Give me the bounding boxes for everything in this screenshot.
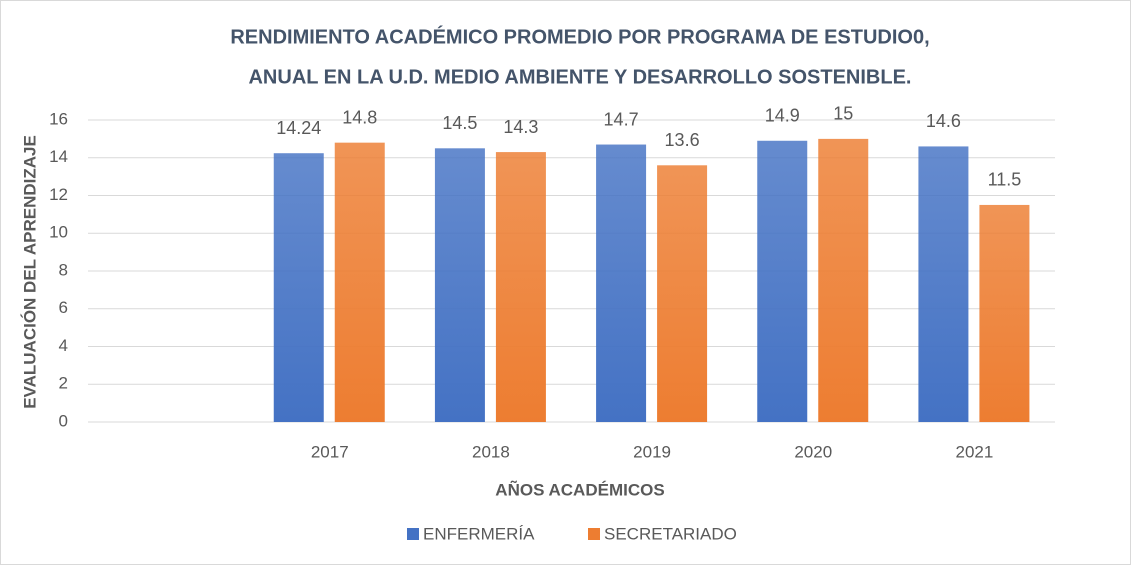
data-label: 15 (833, 104, 853, 124)
bar (273, 153, 324, 422)
x-axis-title: AÑOS ACADÉMICOS (495, 479, 664, 499)
data-label: 14.9 (765, 106, 800, 126)
bar (979, 204, 1030, 422)
chart-title: RENDIMIENTO ACADÉMICO PROMEDIO POR PROGR… (230, 25, 929, 48)
x-tick-label: 2017 (311, 442, 349, 461)
y-tick-label: 8 (59, 260, 68, 279)
y-tick-label: 0 (59, 411, 68, 430)
data-label: 14.8 (342, 107, 377, 127)
x-tick-label: 2019 (633, 442, 671, 461)
bar (757, 140, 808, 422)
y-tick-label: 12 (49, 185, 68, 204)
bar (596, 144, 647, 422)
x-tick-label: 2020 (794, 442, 832, 461)
y-tick-label: 14 (49, 147, 68, 166)
y-tick-label: 16 (49, 109, 68, 128)
data-label: 14.5 (442, 113, 477, 133)
bar (657, 165, 708, 423)
legend-swatch (407, 528, 419, 540)
data-label: 14.3 (503, 117, 538, 137)
y-tick-label: 2 (59, 374, 68, 393)
bar (918, 146, 969, 423)
chart-title: ANUAL EN LA U.D. MEDIO AMBIENTE Y DESARR… (248, 66, 911, 88)
y-tick-label: 6 (59, 298, 68, 317)
data-label: 14.24 (276, 118, 321, 138)
legend-label: ENFERMERÍA (423, 524, 535, 543)
bar (334, 142, 385, 422)
data-label: 14.6 (926, 111, 961, 131)
bar (495, 152, 546, 422)
x-tick-label: 2021 (956, 442, 994, 461)
y-axis-title: EVALUACIÓN DEL APRENDIZAJE (20, 135, 39, 409)
data-label: 13.6 (665, 130, 700, 150)
y-tick-label: 10 (49, 223, 68, 242)
x-tick-label: 2018 (472, 442, 510, 461)
data-label: 14.7 (604, 109, 639, 129)
legend-swatch (588, 528, 600, 540)
bar (434, 148, 485, 422)
bar (818, 138, 869, 422)
legend-label: SECRETARIADO (604, 524, 737, 543)
data-label: 11.5 (988, 170, 1022, 190)
y-tick-label: 4 (59, 336, 68, 355)
